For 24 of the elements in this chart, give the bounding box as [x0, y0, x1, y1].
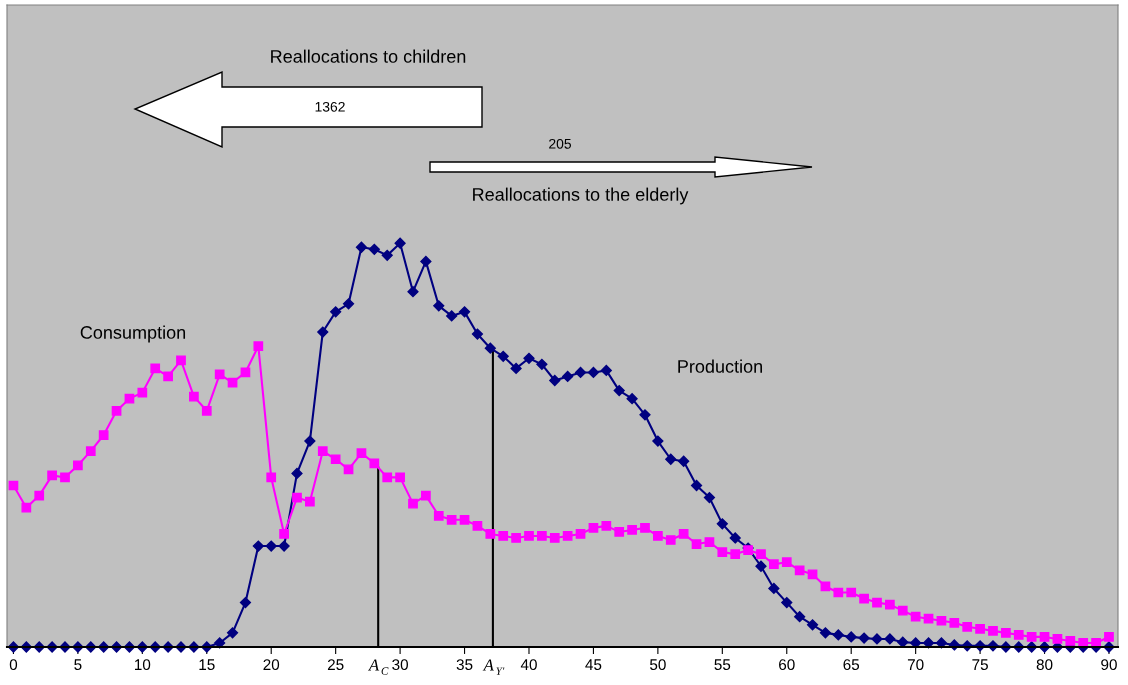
text: Reallocations to children: [271, 49, 466, 63]
text: Production: [678, 359, 762, 373]
x-tick-label: 10: [135, 659, 151, 671]
text: Reallocations to the elderly: [473, 187, 689, 205]
x-tick-label: 15: [199, 659, 215, 671]
x-tick-label: 45: [585, 659, 602, 671]
x-tick-label: 0: [9, 659, 18, 671]
x-tick-label: 25: [327, 659, 344, 671]
x-tick-label: 65: [843, 659, 860, 671]
x-tick-label: 50: [649, 659, 666, 671]
x-tick-label: 20: [263, 659, 280, 671]
text: 1362: [315, 101, 345, 112]
x-tick-label: 30: [392, 659, 408, 671]
x-tick-label: 60: [779, 659, 795, 671]
x-tick-label: 55: [714, 659, 731, 671]
x-tick-label: 80: [1036, 659, 1053, 671]
x-tick-label: 75: [972, 659, 988, 671]
x-tick-label: 90: [1101, 659, 1117, 671]
x-tick-label: 70: [907, 659, 924, 671]
x-tick-label: 40: [520, 659, 537, 671]
x-tick-label: 5: [74, 659, 82, 671]
x-tick-label: 35: [456, 659, 473, 671]
series-label: Consumption: [80, 325, 186, 343]
text: 205: [549, 138, 572, 149]
